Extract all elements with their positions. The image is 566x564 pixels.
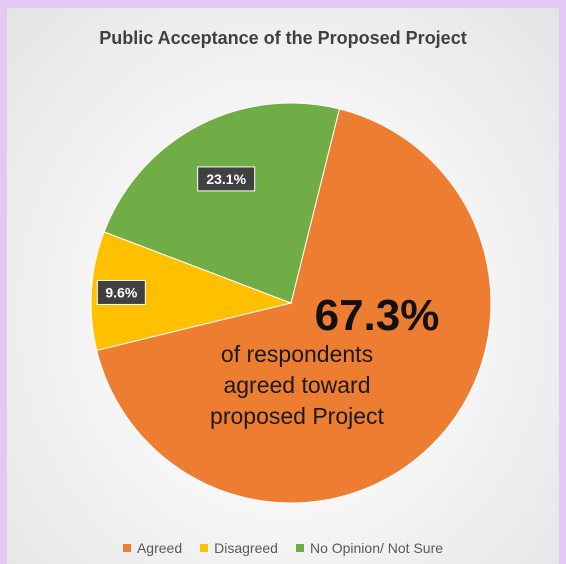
chart-area: Public Acceptance of the Proposed Projec… — [7, 8, 559, 564]
annotation-line: agreed toward — [223, 372, 370, 398]
legend-item-no-opinion: No Opinion/ Not Sure — [295, 540, 444, 556]
legend-label-agreed: Agreed — [136, 540, 183, 556]
slice-disagreed — [90, 231, 293, 352]
annotation-line: of respondents — [221, 341, 373, 367]
legend-swatch-no-opinion — [295, 544, 304, 552]
legend-item-disagreed: Disagreed — [200, 540, 278, 556]
data-label-no-opinion: 23.1% — [197, 166, 256, 192]
slice-agreed — [96, 108, 492, 504]
chart-title: Public Acceptance of the Proposed Projec… — [99, 28, 467, 48]
pie-chart: 9.6% 23.1% 67.3%of respondents agreed towar… — [90, 102, 492, 504]
data-label-disagreed: 9.6% — [96, 279, 146, 305]
legend-swatch-agreed — [122, 544, 131, 552]
chart-legend: Agreed Disagreed No Opinion/ Not Sure — [7, 540, 559, 556]
annotation-value: 67.3% — [315, 291, 440, 340]
svg-text:23.1%: 23.1% — [206, 171, 246, 187]
legend-item-agreed: Agreed — [122, 540, 183, 556]
legend-label-no-opinion: No Opinion/ Not Sure — [309, 540, 444, 556]
legend-label-disagreed: Disagreed — [214, 540, 278, 556]
slice-no-opinion — [103, 102, 340, 304]
svg-text:9.6%: 9.6% — [105, 284, 137, 300]
annotation-line: proposed Project — [210, 403, 384, 429]
legend-swatch-disagreed — [200, 544, 209, 552]
